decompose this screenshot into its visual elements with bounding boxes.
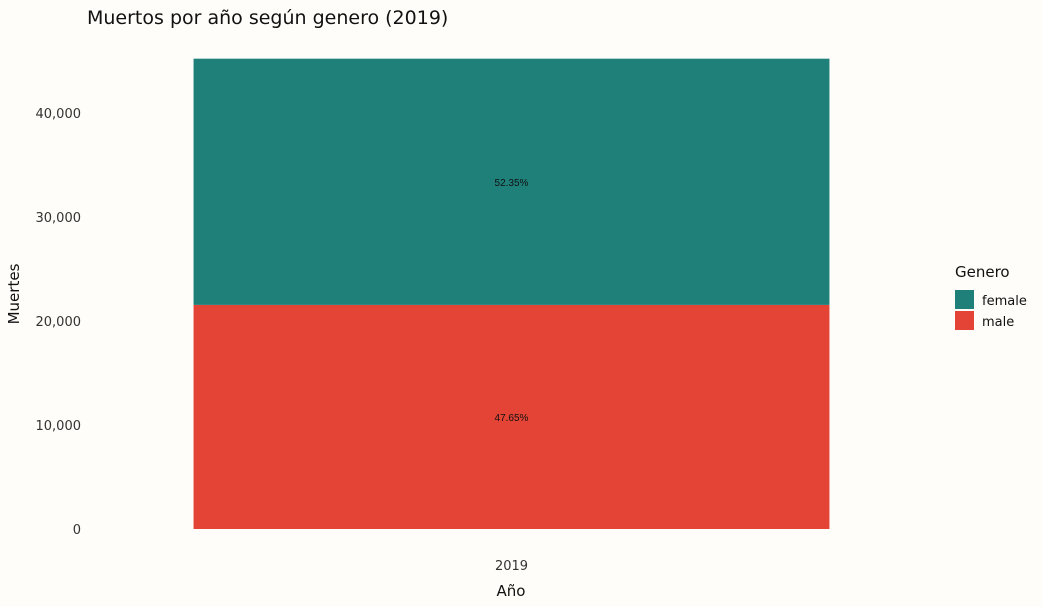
y-tick-label: 30,000 [36,211,82,226]
x-axis: 2019 [495,559,528,574]
bar-data-label-male: 47.65% [495,413,529,424]
bar-labels: 47.65% 52.35% [495,178,529,424]
legend-title: Genero [955,263,1010,281]
x-axis-title: Año [497,582,526,600]
legend: Genero female male [955,263,1027,330]
legend-swatch-female [955,290,974,309]
y-tick-label: 20,000 [36,315,82,330]
bar-female [193,58,830,305]
bars [193,58,830,529]
bar-male [193,304,830,529]
legend-label-female: female [982,294,1027,309]
y-tick-label: 10,000 [36,419,82,434]
legend-label-male: male [982,315,1014,330]
y-axis: 0 10,000 20,000 30,000 40,000 [36,107,82,538]
y-tick-label: 0 [73,523,81,538]
y-axis-title: Muertes [5,263,23,324]
legend-swatch-male [955,311,974,330]
y-tick-label: 40,000 [36,107,82,122]
chart-title: Muertos por año según genero (2019) [87,7,448,29]
bar-data-label-female: 52.35% [495,178,529,189]
x-tick-label: 2019 [495,559,528,574]
